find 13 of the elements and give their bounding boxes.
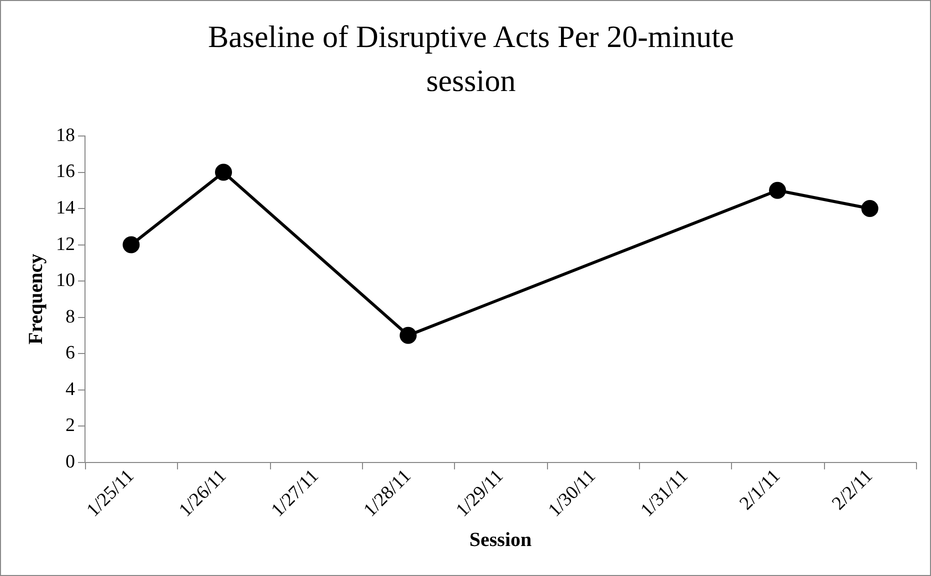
chart-title: Baseline of Disruptive Acts Per 20-minute session (206, 18, 736, 100)
y-tick-label: 6 (66, 342, 75, 364)
y-tick-label: 14 (56, 198, 76, 218)
y-tick-label: 2 (66, 415, 75, 436)
y-axis-title: Frequency (25, 254, 48, 345)
y-tick-label: 10 (56, 270, 75, 292)
y-tick-label: 8 (66, 306, 75, 328)
y-tick-label: 4 (66, 378, 76, 400)
y-tick-label: 12 (56, 234, 75, 255)
y-tick-label: 0 (66, 451, 75, 472)
y-tick-label: 18 (56, 124, 75, 146)
y-tick-label: 16 (56, 161, 75, 182)
x-axis-title: Session (469, 529, 532, 552)
